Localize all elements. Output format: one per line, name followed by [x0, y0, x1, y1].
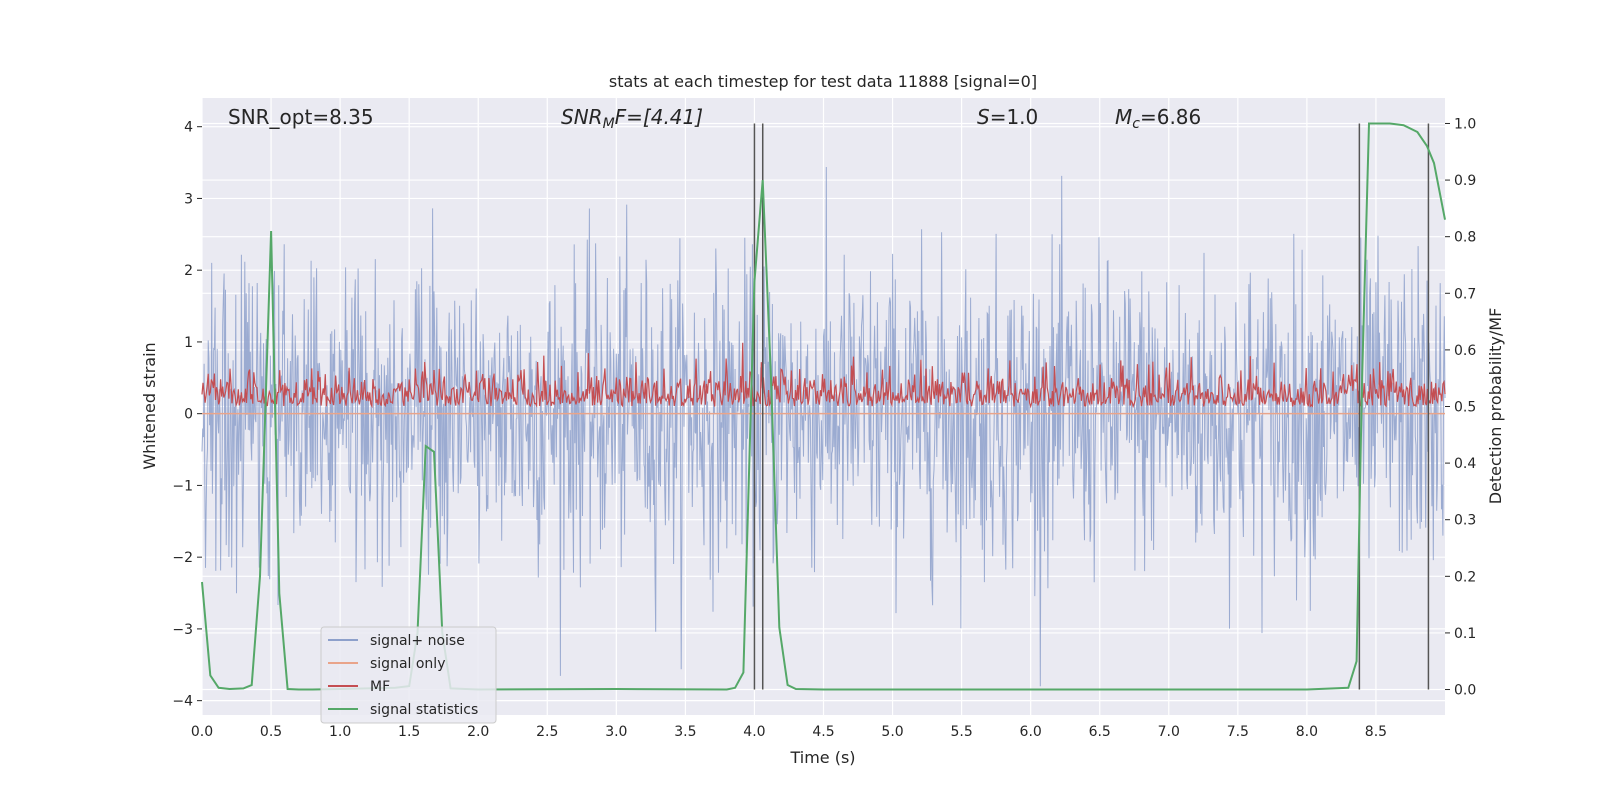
x-tick-label: 2.0 — [467, 724, 489, 740]
x-tick-label: 0.5 — [260, 724, 282, 740]
annotation-snr-mf: SNRMF=[4.41] — [561, 105, 703, 132]
y-left-tick-label: −3 — [172, 622, 193, 638]
y-left-axis-label: Whitened strain — [140, 342, 159, 469]
x-tick-label: 3.5 — [674, 724, 696, 740]
annotation-mc-symbol: M — [1115, 105, 1132, 129]
x-tick-label: 2.5 — [536, 724, 558, 740]
x-tick-label: 7.0 — [1158, 724, 1180, 740]
y-right-tick-label: 0.2 — [1454, 569, 1476, 585]
x-tick-label: 7.5 — [1227, 724, 1249, 740]
legend: signal+ noise signal only MF signal stat… — [320, 626, 497, 724]
y-left-tick-label: −1 — [172, 478, 193, 494]
y-left-tick-label: −2 — [172, 550, 193, 566]
y-left-tick-label: −4 — [172, 694, 193, 710]
annotation-mc: Mc=6.86 — [1115, 105, 1201, 132]
vertical-markers — [753, 123, 1430, 690]
y-left-tick-label: 4 — [184, 120, 193, 136]
annotation-s-symbol: S — [977, 105, 990, 129]
legend-label-signal-only: signal only — [370, 656, 445, 672]
y-right-tick-label: 0.3 — [1454, 513, 1476, 529]
legend-label-mf: MF — [370, 679, 390, 695]
x-tick-label: 1.0 — [329, 724, 351, 740]
x-axis-ticks: 0.0 0.5 1.0 1.5 2.0 2.5 3.0 3.5 4.0 4.5 5.0 5.5 6.0 6… — [191, 724, 1387, 740]
x-axis-label: Time (s) — [789, 748, 855, 767]
annotation-snr-mf-rest: F=[4.41] — [615, 105, 703, 129]
x-tick-label: 5.5 — [950, 724, 972, 740]
annotation-s-rest: =1.0 — [990, 105, 1039, 129]
y-right-tick-label: 0.8 — [1454, 230, 1476, 246]
y-right-tick-label: 0.5 — [1454, 400, 1476, 416]
x-tick-label: 6.5 — [1089, 724, 1111, 740]
y-right-tick-label: 0.6 — [1454, 343, 1476, 359]
x-tick-label: 3.0 — [605, 724, 627, 740]
annotation-s: S=1.0 — [977, 105, 1038, 129]
y-right-tick-label: 0.7 — [1454, 286, 1476, 302]
y-left-tick-label: 2 — [184, 263, 193, 279]
x-tick-label: 8.5 — [1365, 724, 1387, 740]
y-right-tick-label: 0.9 — [1454, 173, 1476, 189]
y-right-axis-ticks: 1.0 0.9 0.8 0.7 0.6 0.5 0.4 0.3 0.2 0.1 0.0 — [1445, 116, 1476, 699]
y-right-axis-label: Detection probability/MF — [1486, 308, 1505, 505]
signal-statistics-line — [201, 122, 1446, 691]
legend-label-signal-noise: signal+ noise — [370, 633, 465, 649]
annotation-mc-subscript: c — [1132, 116, 1140, 132]
y-left-tick-label: 1 — [184, 335, 193, 351]
y-right-tick-label: 0.0 — [1454, 683, 1476, 699]
annotation-snr-mf-symbol: SNR — [561, 105, 603, 129]
annotation-mc-rest: =6.86 — [1140, 105, 1201, 129]
legend-label-signal-statistics: signal statistics — [370, 702, 478, 718]
mf-line — [201, 342, 1446, 409]
x-tick-label: 4.0 — [743, 724, 765, 740]
x-tick-label: 1.5 — [398, 724, 420, 740]
legend-box — [320, 626, 497, 724]
series-signal-statistics — [201, 122, 1446, 691]
x-tick-label: 0.0 — [191, 724, 213, 740]
x-tick-label: 8.0 — [1296, 724, 1318, 740]
x-tick-label: 4.5 — [812, 724, 834, 740]
annotation-snr-opt: SNR_opt=8.35 — [228, 105, 374, 129]
y-right-tick-label: 1.0 — [1454, 116, 1476, 132]
y-left-axis-ticks: 4 3 2 1 0 −1 −2 −3 −4 — [172, 120, 202, 710]
annotation-snr-mf-subscript: M — [603, 116, 615, 132]
y-right-tick-label: 0.1 — [1454, 626, 1476, 642]
y-left-tick-label: 0 — [184, 407, 193, 423]
y-right-tick-label: 0.4 — [1454, 456, 1476, 472]
series-mf — [201, 342, 1446, 409]
x-tick-label: 5.0 — [881, 724, 903, 740]
chart-title: stats at each timestep for test data 118… — [609, 72, 1037, 91]
y-left-tick-label: 3 — [184, 191, 193, 207]
x-tick-label: 6.0 — [1020, 724, 1042, 740]
